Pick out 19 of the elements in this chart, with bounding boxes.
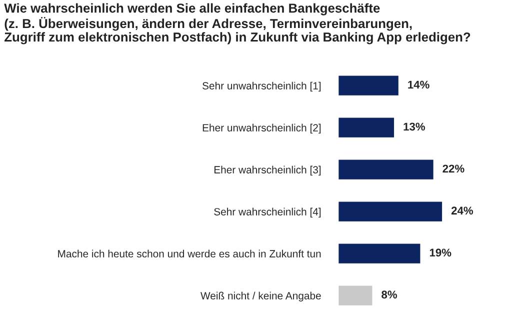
bar <box>338 284 374 307</box>
bar <box>338 116 396 139</box>
chart-title: Wie wahrscheinlich werden Sie alle einfachen Bankgeschäfte (z. B. Überweisungen, ändern der Adresse, Terminvereinbarungen, Zugriff zum elektronischen Postfach) in Zukunft via Banking App erledigen? <box>4 3 470 44</box>
data-label: 24% <box>451 206 474 215</box>
data-label: 13% <box>404 122 426 131</box>
bar <box>338 158 435 181</box>
bar <box>338 200 444 223</box>
data-label: 22% <box>442 164 464 173</box>
bar <box>338 242 422 265</box>
y-tick-label: Eher unwahrscheinlich [2] <box>202 124 321 134</box>
bar <box>338 74 400 97</box>
data-label: 19% <box>430 248 452 257</box>
y-tick-label: Eher wahrscheinlich [3] <box>214 166 321 176</box>
data-label: 14% <box>408 80 430 89</box>
y-tick-label: Weiß nicht / keine Angabe <box>200 292 321 302</box>
y-tick-label: Mache ich heute schon und werde es auch in Zukunft tun <box>58 250 321 258</box>
data-label: 8% <box>382 290 397 299</box>
y-tick-label: Sehr wahrscheinlich [4] <box>214 208 321 218</box>
y-tick-label: Sehr unwahrscheinlich [1] <box>202 82 321 92</box>
